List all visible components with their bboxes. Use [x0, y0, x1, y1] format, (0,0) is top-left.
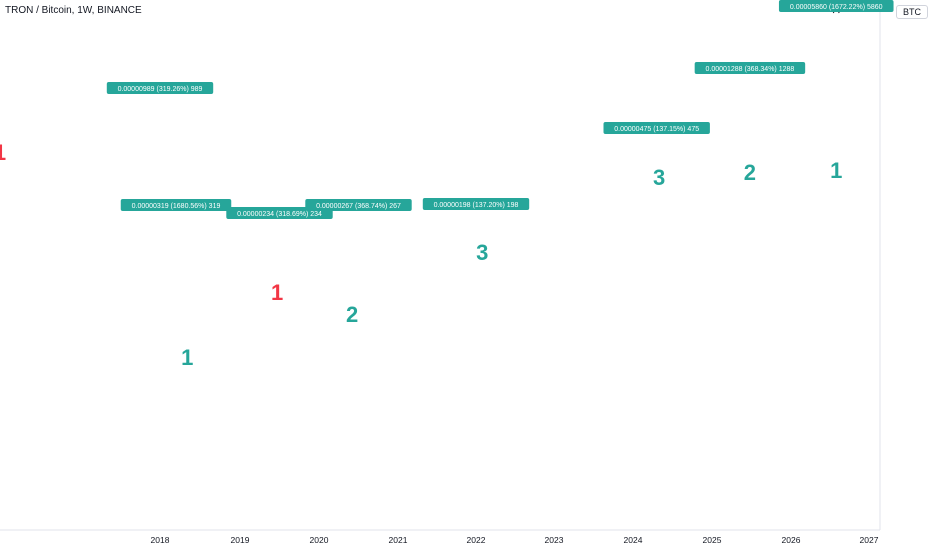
x-tick-label: 2025 [703, 535, 722, 545]
measurement-label: 0.00000267 (368.74%) 267 [316, 203, 401, 210]
measurement-badge [305, 199, 412, 211]
measurement-label: 0.00000198 (137.20%) 198 [434, 202, 519, 209]
pattern-number: 1 [830, 158, 842, 183]
price-axis [880, 0, 932, 550]
pattern-number: 2 [346, 302, 358, 327]
measurement-badge [106, 82, 214, 94]
measurement-badge [778, 0, 894, 12]
x-tick-label: 2021 [389, 535, 408, 545]
measurement-badge [422, 198, 530, 210]
x-tick-label: 2026 [782, 535, 801, 545]
measurement-label: 0.00005860 (1672.22%) 5860 [790, 4, 883, 11]
x-tick-label: 2019 [231, 535, 250, 545]
x-tick-label: 2023 [545, 535, 564, 545]
measurement-label: 0.00000989 (319.26%) 989 [118, 86, 203, 93]
pattern-number: 1 [181, 345, 193, 370]
measurement-label: 0.00000475 (137.15%) 475 [614, 126, 699, 133]
pattern-number: 2 [744, 160, 756, 185]
measurement-label: 0.00001288 (368.34%) 1288 [706, 66, 795, 73]
measurement-badge [603, 122, 710, 134]
pattern-number: 3 [653, 165, 665, 190]
pattern-number: 1 [0, 140, 6, 165]
x-tick-label: 2024 [624, 535, 643, 545]
x-tick-label: 2022 [467, 535, 486, 545]
measurement-label: 0.00000319 (1680.56%) 319 [132, 203, 221, 210]
measurement-label: 0.00000234 (318.69%) 234 [237, 211, 322, 218]
pattern-number: 1 [271, 280, 283, 305]
pattern-number: 3 [476, 240, 488, 265]
chart-title: TRON / Bitcoin, 1W, BINANCE [5, 5, 142, 16]
x-tick-label: 2027 [860, 535, 879, 545]
x-tick-label: 2018 [151, 535, 170, 545]
measurement-badge [694, 62, 806, 74]
x-tick-label: 2020 [310, 535, 329, 545]
measurement-badge [120, 199, 232, 211]
currency-badge[interactable]: BTC [896, 5, 928, 19]
